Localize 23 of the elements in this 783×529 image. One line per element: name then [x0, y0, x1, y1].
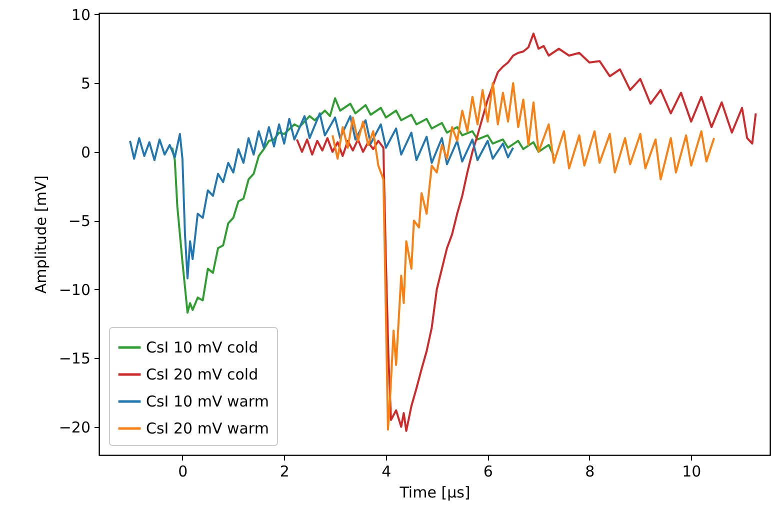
x-tick-label: 6 [483, 462, 493, 480]
y-tick-label: 0 [80, 143, 90, 162]
line-series [171, 97, 555, 314]
x-tick-label: 0 [178, 462, 188, 480]
x-axis-title: Time [μs] [398, 484, 470, 502]
y-tick-label: 5 [80, 74, 90, 93]
line-series [332, 82, 716, 431]
line-series [129, 112, 514, 280]
legend-label: CsI 20 mV cold [146, 366, 258, 384]
y-tick-label: −15 [58, 350, 90, 368]
line-series [296, 32, 757, 432]
y-tick-label: −10 [58, 280, 90, 299]
y-axis-title: Amplitude [mV] [32, 175, 50, 294]
x-tick-label: 2 [280, 462, 290, 480]
legend-label: CsI 20 mV warm [146, 420, 269, 438]
x-tick-label: 8 [585, 462, 595, 480]
legend-label: CsI 10 mV warm [146, 392, 269, 410]
x-tick-label: 10 [682, 462, 702, 480]
y-tick-label: −5 [68, 212, 90, 230]
y-tick-label: −20 [58, 418, 90, 436]
x-tick-label: 4 [382, 462, 392, 480]
y-tick-label: 10 [71, 6, 90, 24]
legend-label: CsI 10 mV cold [146, 338, 258, 356]
